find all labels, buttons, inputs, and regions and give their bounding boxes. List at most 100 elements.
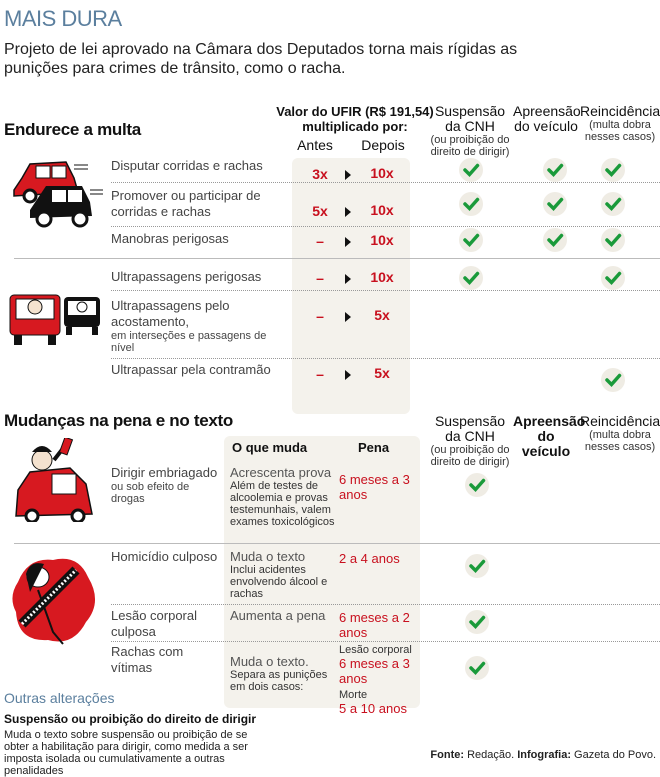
ufir-label-2: multiplicado por:	[302, 119, 408, 134]
overtaking-cars-illustration	[9, 294, 100, 345]
fine-after: 10x	[370, 202, 394, 218]
section-divider	[14, 258, 660, 259]
label-text: Manobras perigosas	[111, 231, 229, 246]
rein-note-text: (multa dobra nesses casos)	[584, 119, 656, 143]
row-separator	[111, 604, 660, 605]
arrow-right-icon	[345, 312, 351, 322]
row-label: Ultrapassar pela contramão	[111, 362, 287, 378]
label-text: Disputar corridas e rachas	[111, 158, 263, 173]
antes-header: Antes	[297, 137, 333, 153]
section-title-penalties: Mudanças na pena e no texto	[4, 411, 234, 430]
susp-text: Suspensão	[434, 103, 506, 119]
rein-text: Reincidência	[580, 413, 660, 429]
check-icon	[543, 158, 567, 182]
fonte-value: Redação.	[464, 749, 518, 761]
penalty-cases: Lesão corporal 6 meses a 3 anos Morte 5 a 1…	[339, 644, 421, 716]
apre-text: Apreensão	[513, 413, 586, 429]
check-icon	[543, 192, 567, 216]
fine-before: –	[316, 366, 324, 382]
infografia-value: Gazeta do Povo.	[571, 749, 656, 761]
susp2-text: da CNH	[445, 118, 495, 134]
label-text: Rachas com vítimas	[111, 644, 184, 675]
row-separator	[111, 290, 660, 291]
row-separator	[111, 358, 660, 359]
fine-panel	[292, 158, 410, 414]
fine-before: –	[316, 233, 324, 249]
arrow-right-icon	[345, 274, 351, 284]
row-label: Homicídio culposo	[111, 549, 225, 565]
row-label: Promover ou participar de corridas e rac…	[111, 188, 287, 220]
check-icon	[465, 554, 489, 578]
label-text: Ultrapassar pela contramão	[111, 362, 271, 377]
check-icon	[601, 228, 625, 252]
label-text: Dirigir embriagado	[111, 465, 218, 480]
check-icon	[459, 192, 483, 216]
rein-note-text: (multa dobra nesses casos)	[584, 429, 656, 453]
row-label: Lesão corporal culposa	[111, 608, 225, 640]
apre-text: Apreensão	[513, 103, 581, 119]
source-credit: Fonte: Redação. Infografia: Gazeta do Po…	[430, 749, 656, 761]
fine-before: –	[316, 308, 324, 324]
change-description: Muda o texto. Separa as punições em dois …	[230, 654, 336, 693]
row-separator	[111, 641, 660, 642]
muda-note-text: Inclui acidentes envolvendo álcool e rac…	[230, 564, 328, 600]
note-text: ou sob efeito de drogas	[111, 481, 190, 505]
row-label: Manobras perigosas	[111, 231, 287, 247]
section-title-fines: Endurece a multa	[4, 120, 141, 139]
arrow-right-icon	[345, 170, 351, 180]
muda-note-text: Além de testes de alcoolemia e provas te…	[230, 480, 335, 528]
check-icon	[459, 228, 483, 252]
change-description: Aumenta a pena	[230, 608, 336, 623]
outras-title: Outras alterações	[4, 690, 115, 706]
change-description: Muda o texto Inclui acidentes envolvendo …	[230, 549, 336, 600]
rein-text: Reincidência	[580, 103, 660, 119]
fine-after: 10x	[370, 269, 394, 285]
outras-text: Muda o texto sobre suspensão ou proibiçã…	[4, 729, 248, 777]
penalty: 6 meses a 2 anos	[339, 610, 410, 640]
header-reincidencia: Reincidência (multa dobra nesses casos)	[580, 103, 660, 144]
fine-before: 5x	[312, 203, 328, 219]
infografia-label: Infografia:	[517, 749, 571, 761]
row-separator	[111, 226, 660, 227]
susp-note-text: (ou proibição do direito de dirigir)	[430, 444, 510, 468]
susp-note-text: (ou proibição do direito de dirigir)	[430, 134, 510, 158]
col-muda-header: O que muda	[232, 440, 308, 455]
subtitle: Projeto de lei aprovado na Câmara dos De…	[4, 41, 518, 77]
row-label: Dirigir embriagado ou sob efeito de droga…	[111, 465, 225, 505]
check-icon	[543, 228, 567, 252]
penalty-panel	[224, 436, 420, 708]
label-text: Homicídio culposo	[111, 549, 218, 564]
penalty: 2 a 4 anos	[339, 551, 400, 566]
victim-illustration	[12, 558, 96, 645]
fine-after: 5x	[374, 365, 390, 381]
label-text: Promover ou participar de corridas e rac…	[111, 188, 261, 219]
ufir-header: Valor do UFIR (R$ 191,54) multiplicado po…	[255, 104, 455, 134]
arrow-right-icon	[345, 207, 351, 217]
apre2-text: do veículo	[514, 118, 578, 134]
arrow-right-icon	[345, 237, 351, 247]
row-label: Disputar corridas e rachas	[111, 158, 287, 174]
header-suspensao: Suspensão da CNH (ou proibição do direito …	[428, 103, 512, 159]
page-title: MAIS DURA	[4, 6, 122, 31]
ufir-label: Valor do UFIR (R$ 191,54)	[276, 104, 434, 119]
muda-note-text: Separa as punições em dois casos:	[230, 669, 328, 693]
row-label: Ultrapassagens pelo acostamento, em inter…	[111, 298, 287, 354]
pena-a-label-text: Lesão corporal	[339, 644, 412, 656]
label-text: Ultrapassagens perigosas	[111, 269, 262, 284]
pena-a-text: 6 meses a 3 anos	[339, 656, 410, 686]
fine-before: –	[316, 270, 324, 286]
fine-after: 5x	[374, 307, 390, 323]
muda-text: Aumenta a pena	[230, 608, 326, 623]
muda-text: Muda o texto	[230, 549, 306, 564]
col-pena-header: Pena	[358, 440, 390, 455]
row-separator	[14, 543, 660, 544]
muda-text: Muda o texto.	[230, 654, 309, 669]
drunk-driver-illustration	[15, 438, 93, 522]
check-icon	[459, 266, 483, 290]
fonte-label: Fonte:	[430, 749, 465, 761]
susp2-text: da CNH	[445, 428, 495, 444]
check-icon	[601, 158, 625, 182]
check-icon	[601, 266, 625, 290]
check-icon	[601, 192, 625, 216]
arrow-right-icon	[345, 370, 351, 380]
